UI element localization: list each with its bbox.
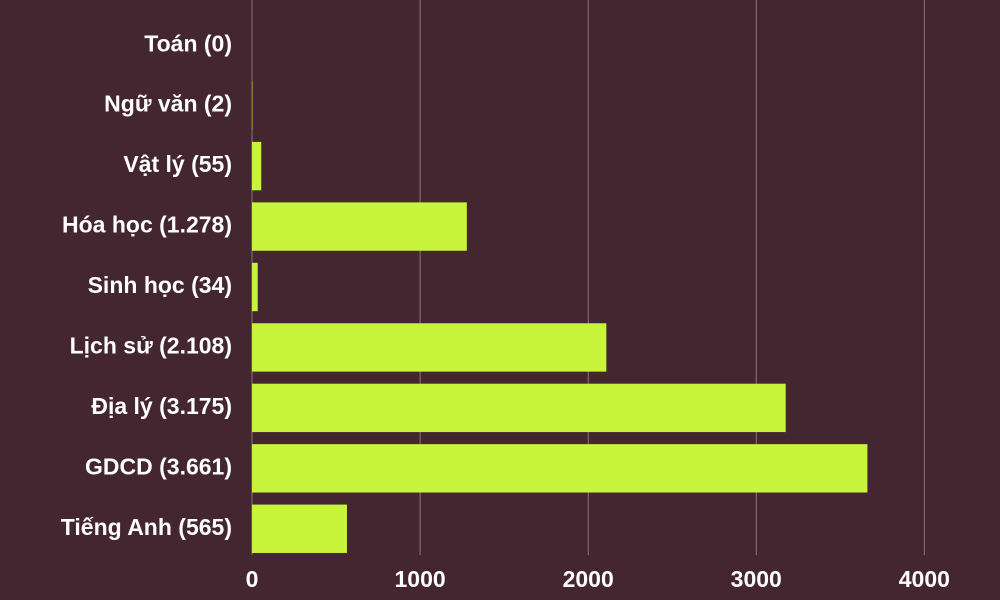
x-tick-label: 1000	[395, 566, 446, 592]
y-tick-label: Ngữ văn (2)	[104, 91, 232, 117]
x-tick-label: 3000	[731, 566, 782, 592]
bar	[252, 202, 467, 251]
y-tick-label: Hóa học (1.278)	[62, 212, 232, 238]
y-tick-label: Lịch sử (2.108)	[70, 333, 232, 359]
x-tick-label: 2000	[563, 566, 614, 592]
y-tick-label: GDCD (3.661)	[85, 453, 232, 479]
bar	[252, 262, 258, 312]
bar	[252, 504, 347, 553]
y-tick-label: Sinh học (34)	[88, 272, 232, 298]
y-tick-label: Vật lý (55)	[123, 151, 232, 177]
y-tick-label: Toán (0)	[144, 30, 232, 56]
bar	[252, 141, 262, 191]
bar	[252, 323, 607, 372]
bar	[252, 444, 868, 493]
x-tick-label: 0	[246, 566, 259, 592]
y-tick-label: Địa lý (3.175)	[91, 393, 232, 419]
x-tick-label: 4000	[899, 566, 950, 592]
bar	[252, 383, 786, 433]
y-tick-label: Tiếng Anh (565)	[61, 514, 232, 540]
